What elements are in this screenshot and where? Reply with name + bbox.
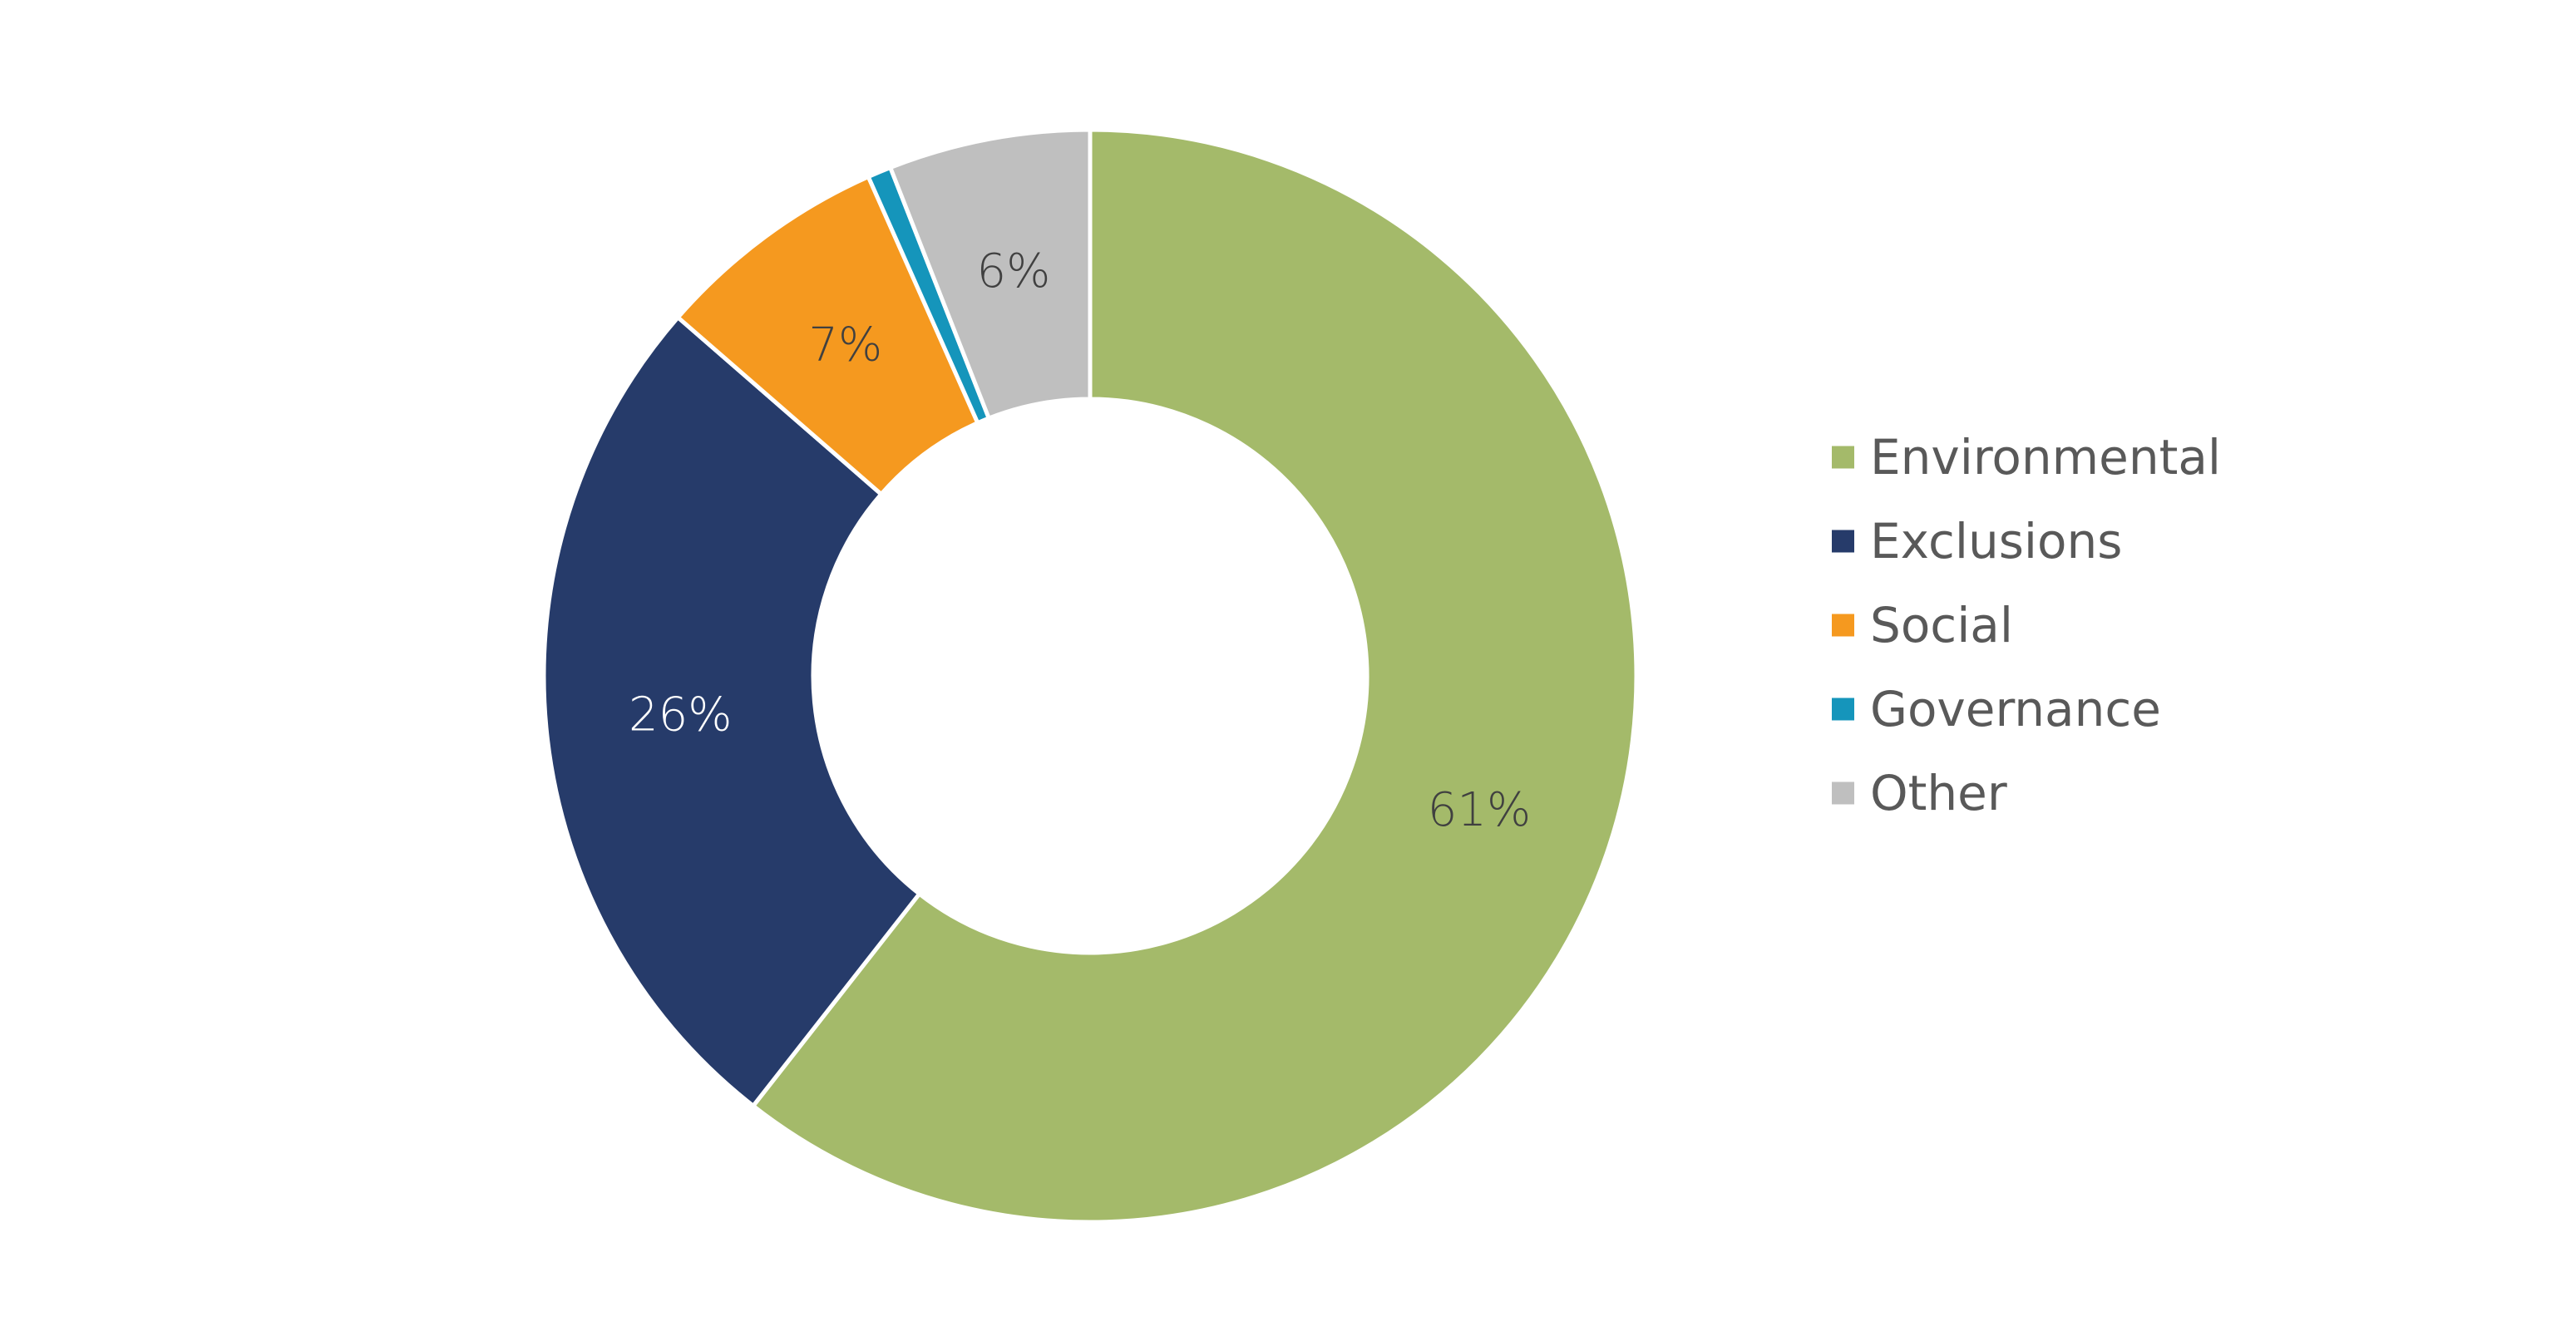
slice-exclusions (541, 314, 923, 1109)
slice-label-social: 7% (808, 318, 882, 372)
legend-label-exclusions: Exclusions (1870, 513, 2123, 569)
slice-environmental (750, 127, 1639, 1225)
legend-label-governance: Governance (1870, 681, 2161, 737)
legend-swatch-exclusions (1832, 530, 1854, 553)
legend-swatch-environmental (1832, 446, 1854, 469)
legend-swatch-other (1832, 781, 1854, 805)
legend: Environmental Exclusions Social Governance O… (1832, 429, 2221, 821)
legend-swatch-governance (1832, 698, 1854, 721)
legend-swatch-social (1832, 614, 1854, 637)
legend-label-environmental: Environmental (1870, 429, 2221, 486)
slice-label-environmental: 61% (1428, 783, 1531, 837)
legend-label-social: Social (1870, 597, 2013, 653)
donut-slices (541, 127, 1639, 1225)
slice-other (887, 127, 1093, 422)
slice-label-exclusions: 26% (629, 688, 732, 742)
legend-label-other: Other (1870, 765, 2007, 821)
slice-label-other: 6% (976, 244, 1050, 298)
slice-labels: 61% 26% 7% 6% (629, 244, 1531, 837)
